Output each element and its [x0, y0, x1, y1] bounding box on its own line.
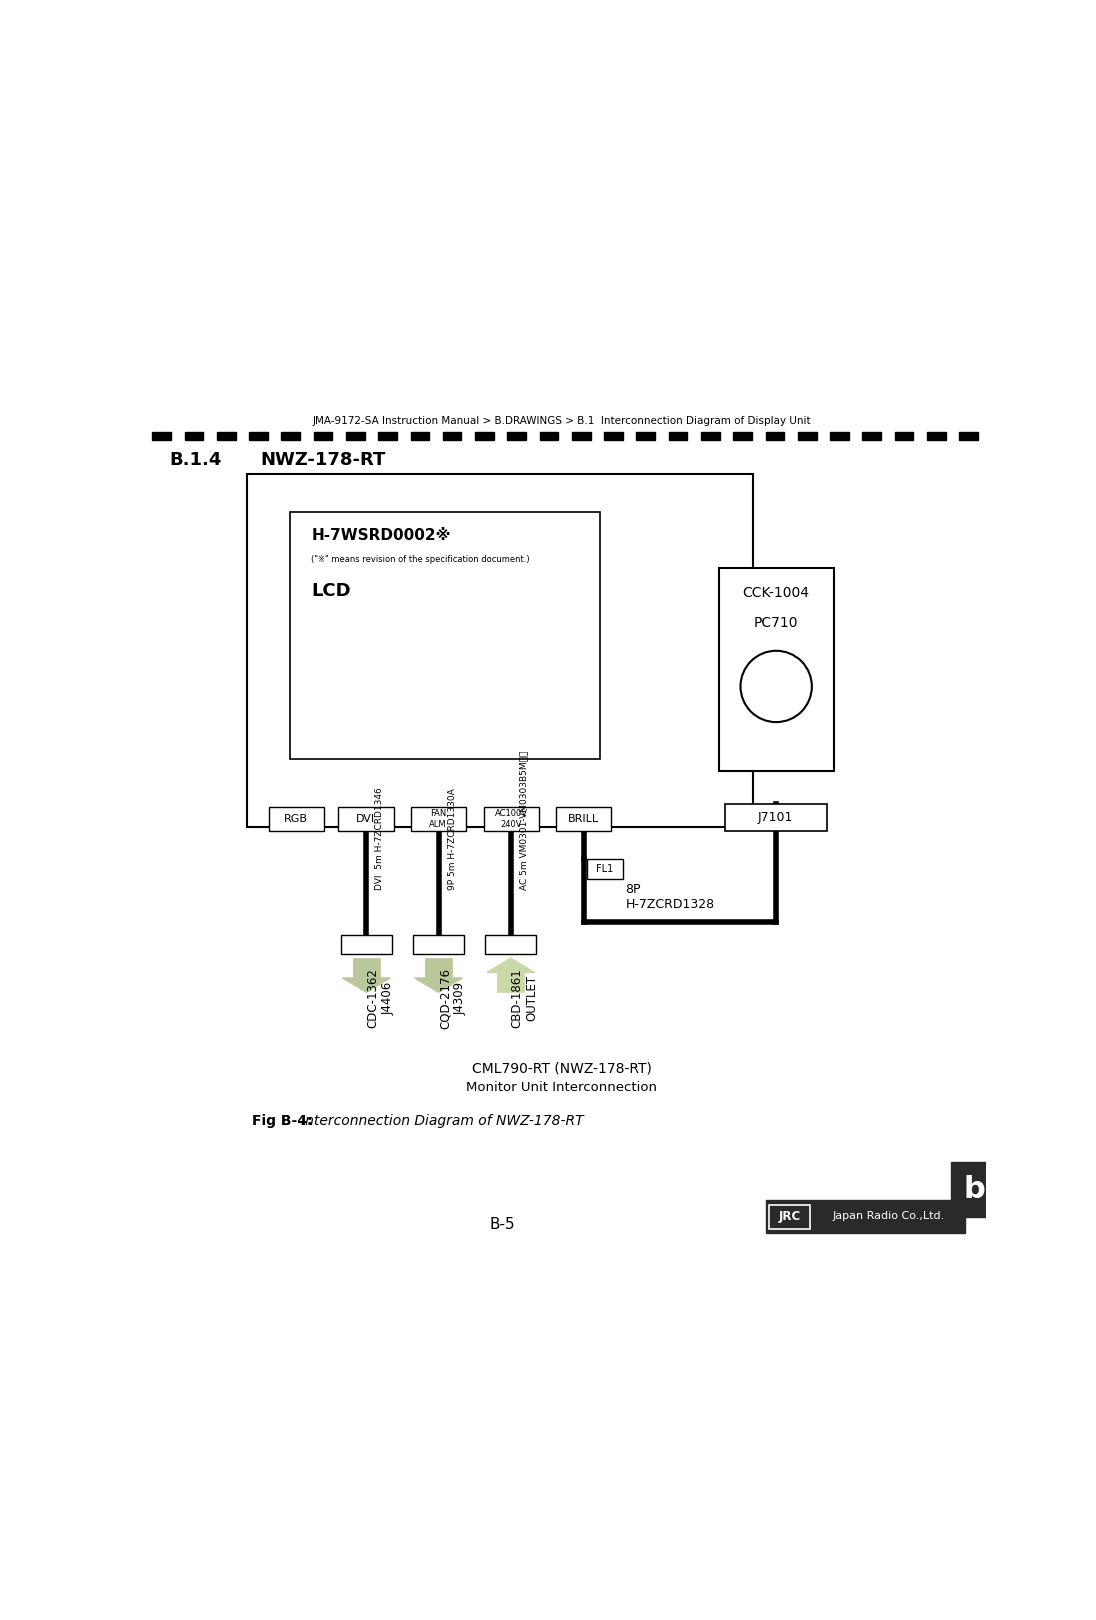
Bar — [733, 431, 752, 441]
Bar — [498, 972, 524, 991]
Polygon shape — [414, 978, 463, 991]
Text: CBD-1861
OUTLET: CBD-1861 OUTLET — [511, 969, 539, 1029]
Bar — [486, 935, 536, 954]
Bar — [248, 475, 753, 826]
Bar — [313, 431, 332, 441]
Bar — [863, 431, 881, 441]
Text: BRILL: BRILL — [568, 813, 598, 825]
Bar — [950, 1162, 997, 1217]
Text: Monitor Unit Interconnection: Monitor Unit Interconnection — [466, 1081, 658, 1094]
Bar — [425, 959, 452, 978]
Bar — [637, 431, 655, 441]
Bar — [701, 431, 720, 441]
Text: JRC: JRC — [778, 1210, 800, 1223]
Bar — [572, 431, 591, 441]
Text: 8P: 8P — [626, 883, 641, 896]
Bar — [289, 512, 600, 758]
Bar — [830, 431, 848, 441]
Bar — [413, 935, 464, 954]
Bar — [539, 431, 558, 441]
Bar — [411, 431, 430, 441]
Bar — [184, 431, 203, 441]
Text: CQD-2176
J4309: CQD-2176 J4309 — [438, 967, 467, 1029]
Bar — [483, 807, 539, 831]
Text: B.1.4: B.1.4 — [169, 450, 221, 468]
Bar — [927, 431, 946, 441]
Polygon shape — [487, 959, 535, 972]
Bar — [765, 431, 785, 441]
Bar — [724, 804, 826, 831]
Text: FL1: FL1 — [596, 863, 614, 875]
Text: CDC-1362
J4406: CDC-1362 J4406 — [366, 969, 395, 1029]
Text: RGB: RGB — [284, 813, 308, 825]
Text: PC710: PC710 — [754, 616, 798, 630]
Text: H-7ZCRD1328: H-7ZCRD1328 — [626, 897, 715, 910]
Text: B-5: B-5 — [490, 1217, 515, 1231]
Text: J7101: J7101 — [758, 810, 794, 823]
Bar — [341, 935, 392, 954]
Polygon shape — [342, 978, 390, 991]
Text: AC100V
240V: AC100V 240V — [494, 810, 527, 829]
Bar — [217, 431, 236, 441]
Bar — [443, 431, 461, 441]
Bar — [152, 431, 171, 441]
Bar — [894, 431, 913, 441]
Bar — [798, 431, 817, 441]
Text: LCD: LCD — [311, 582, 351, 599]
Bar — [411, 807, 466, 831]
Text: Interconnection Diagram of NWZ-178-RT: Interconnection Diagram of NWZ-178-RT — [301, 1115, 583, 1129]
Bar — [765, 1200, 966, 1233]
Text: JMA-9172-SA Instruction Manual > B.DRAWINGS > B.1  Interconnection Diagram of Di: JMA-9172-SA Instruction Manual > B.DRAWI… — [312, 416, 811, 426]
Bar — [769, 1205, 810, 1230]
Circle shape — [741, 651, 812, 723]
Bar — [353, 959, 379, 978]
Bar — [556, 807, 610, 831]
Bar — [719, 567, 834, 771]
Text: NWZ-178-RT: NWZ-178-RT — [260, 450, 386, 468]
Text: FAN
ALM: FAN ALM — [430, 810, 447, 829]
Text: CML790-RT (NWZ-178-RT): CML790-RT (NWZ-178-RT) — [471, 1061, 652, 1076]
Bar — [507, 431, 526, 441]
Text: CCK-1004: CCK-1004 — [743, 586, 810, 599]
Bar — [269, 807, 324, 831]
Bar — [475, 431, 493, 441]
Text: 9P 5m H-7ZCRD1330A: 9P 5m H-7ZCRD1330A — [447, 789, 457, 891]
Bar — [378, 431, 397, 441]
Text: DVI: DVI — [356, 813, 376, 825]
Text: H-7WSRD0002※: H-7WSRD0002※ — [311, 528, 450, 543]
Bar — [604, 431, 623, 441]
Text: Fig B-4:: Fig B-4: — [252, 1115, 317, 1129]
Bar — [282, 431, 300, 441]
Bar — [346, 431, 365, 441]
Bar — [587, 859, 623, 880]
Bar — [249, 431, 267, 441]
Bar — [339, 807, 393, 831]
Bar — [669, 431, 687, 441]
Bar — [959, 431, 978, 441]
Text: Japan Radio Co.,Ltd.: Japan Radio Co.,Ltd. — [833, 1212, 945, 1221]
Text: ("※" means revision of the specification document.): ("※" means revision of the specification… — [311, 554, 529, 564]
Text: b: b — [963, 1174, 985, 1204]
Text: DVI  5m H-7ZCRD1346: DVI 5m H-7ZCRD1346 — [376, 787, 385, 891]
Text: AC 5m VM0301-VM0303B5Mクロ: AC 5m VM0301-VM0303B5Mクロ — [520, 752, 529, 891]
